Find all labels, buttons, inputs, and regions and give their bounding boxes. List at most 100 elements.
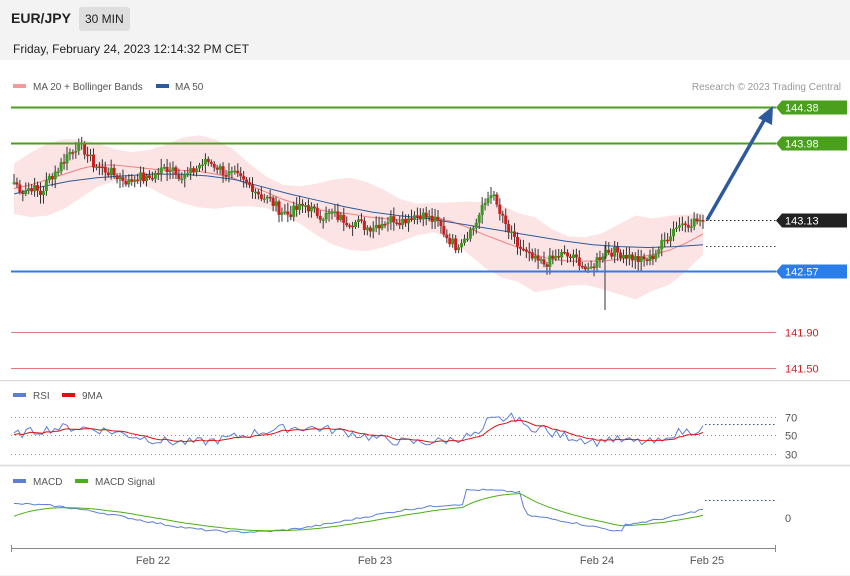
candle-body bbox=[677, 225, 681, 228]
candle-body bbox=[304, 205, 307, 207]
candle-body bbox=[683, 223, 687, 225]
candle-body bbox=[145, 175, 148, 182]
candle-body bbox=[412, 215, 416, 221]
candle-body bbox=[404, 218, 408, 224]
candle-body bbox=[374, 224, 378, 229]
candle-body bbox=[21, 192, 25, 195]
candle-body bbox=[236, 170, 240, 174]
candle-body bbox=[569, 256, 572, 259]
candle-body bbox=[607, 249, 611, 253]
candle-body bbox=[657, 249, 661, 254]
candle-body bbox=[448, 238, 452, 245]
candle-body bbox=[680, 223, 684, 226]
candle-body bbox=[189, 168, 193, 174]
candle-body bbox=[133, 179, 137, 182]
candle-body bbox=[89, 154, 93, 157]
candle-body bbox=[153, 172, 157, 179]
macd-signal-line bbox=[13, 493, 704, 532]
candle-body bbox=[56, 171, 60, 174]
macd-zero-label: 0 bbox=[785, 513, 791, 525]
candle-body bbox=[598, 257, 602, 260]
x-tick-label: Feb 25 bbox=[690, 555, 724, 567]
candle-body bbox=[701, 220, 705, 222]
candle-body bbox=[592, 266, 596, 269]
candle-body bbox=[283, 211, 287, 213]
candle-body bbox=[142, 172, 146, 182]
candle-body bbox=[501, 213, 505, 216]
candle-body bbox=[463, 238, 466, 244]
candle-body bbox=[256, 191, 260, 195]
candle-body bbox=[560, 251, 564, 258]
candle-body bbox=[71, 152, 75, 154]
candle-body bbox=[259, 194, 263, 199]
candle-body bbox=[74, 150, 78, 153]
candle-body bbox=[115, 175, 119, 180]
level-tag-label: 144.38 bbox=[785, 103, 819, 115]
macd-legend-swatch bbox=[13, 479, 26, 483]
candle-body bbox=[471, 228, 475, 230]
x-tick-label: Feb 22 bbox=[136, 555, 170, 567]
candle-body bbox=[112, 167, 116, 176]
candle-body bbox=[59, 162, 63, 172]
candle-body bbox=[106, 172, 110, 176]
candle-body bbox=[147, 175, 151, 179]
candle-body bbox=[62, 162, 66, 164]
candle-body bbox=[36, 185, 40, 191]
candle-body bbox=[654, 253, 658, 260]
candle-body bbox=[551, 255, 555, 259]
candle-body bbox=[50, 175, 54, 180]
candle-body bbox=[530, 252, 534, 259]
level-tag bbox=[776, 100, 847, 115]
candle-body bbox=[100, 166, 104, 169]
timeframe-badge[interactable]: 30 MIN bbox=[79, 7, 130, 31]
candle-body bbox=[518, 246, 522, 249]
candle-body bbox=[454, 238, 458, 251]
candle-body bbox=[12, 182, 16, 184]
candle-body bbox=[380, 223, 384, 229]
candle-body bbox=[636, 256, 640, 262]
candle-body bbox=[395, 222, 399, 224]
candle-body bbox=[295, 205, 299, 210]
candle-body bbox=[521, 248, 525, 251]
candle-body bbox=[280, 212, 284, 215]
candle-body bbox=[445, 234, 449, 239]
candle-body bbox=[442, 226, 446, 235]
candle-body bbox=[68, 152, 72, 155]
candle-body bbox=[371, 228, 375, 232]
candle-body bbox=[498, 204, 502, 214]
candle-body bbox=[298, 203, 302, 210]
candle-body bbox=[666, 239, 670, 242]
candle-body bbox=[24, 190, 28, 195]
candle-body bbox=[359, 219, 363, 221]
candle-body bbox=[539, 259, 543, 261]
candle-body bbox=[65, 154, 69, 164]
candle-body bbox=[595, 257, 599, 268]
candle-body bbox=[392, 216, 396, 223]
level-tag bbox=[776, 213, 847, 228]
candle-body bbox=[583, 266, 587, 270]
ma20-line bbox=[13, 164, 704, 262]
candle-body bbox=[698, 220, 702, 222]
rsi-legend-swatch bbox=[13, 393, 26, 397]
candle-body bbox=[218, 166, 222, 170]
candle-body bbox=[483, 203, 487, 205]
candle-body bbox=[495, 194, 499, 205]
candle-body bbox=[53, 171, 57, 180]
candle-body bbox=[292, 205, 296, 217]
candle-body bbox=[383, 223, 387, 226]
candle-body bbox=[695, 218, 699, 222]
candle-body bbox=[427, 215, 431, 218]
ma50-legend-label: MA 50 bbox=[175, 82, 204, 93]
candle-body bbox=[430, 215, 434, 222]
candle-body bbox=[642, 256, 646, 260]
candle-body bbox=[648, 255, 652, 261]
candle-body bbox=[195, 168, 199, 173]
macd-legend-label: MACD bbox=[33, 477, 62, 488]
candle-body bbox=[386, 222, 390, 225]
candle-body bbox=[130, 179, 134, 182]
candle-body bbox=[277, 201, 281, 215]
candle-body bbox=[306, 205, 310, 212]
candle-body bbox=[124, 181, 128, 185]
candle-body bbox=[318, 215, 322, 220]
candle-body bbox=[268, 196, 272, 199]
